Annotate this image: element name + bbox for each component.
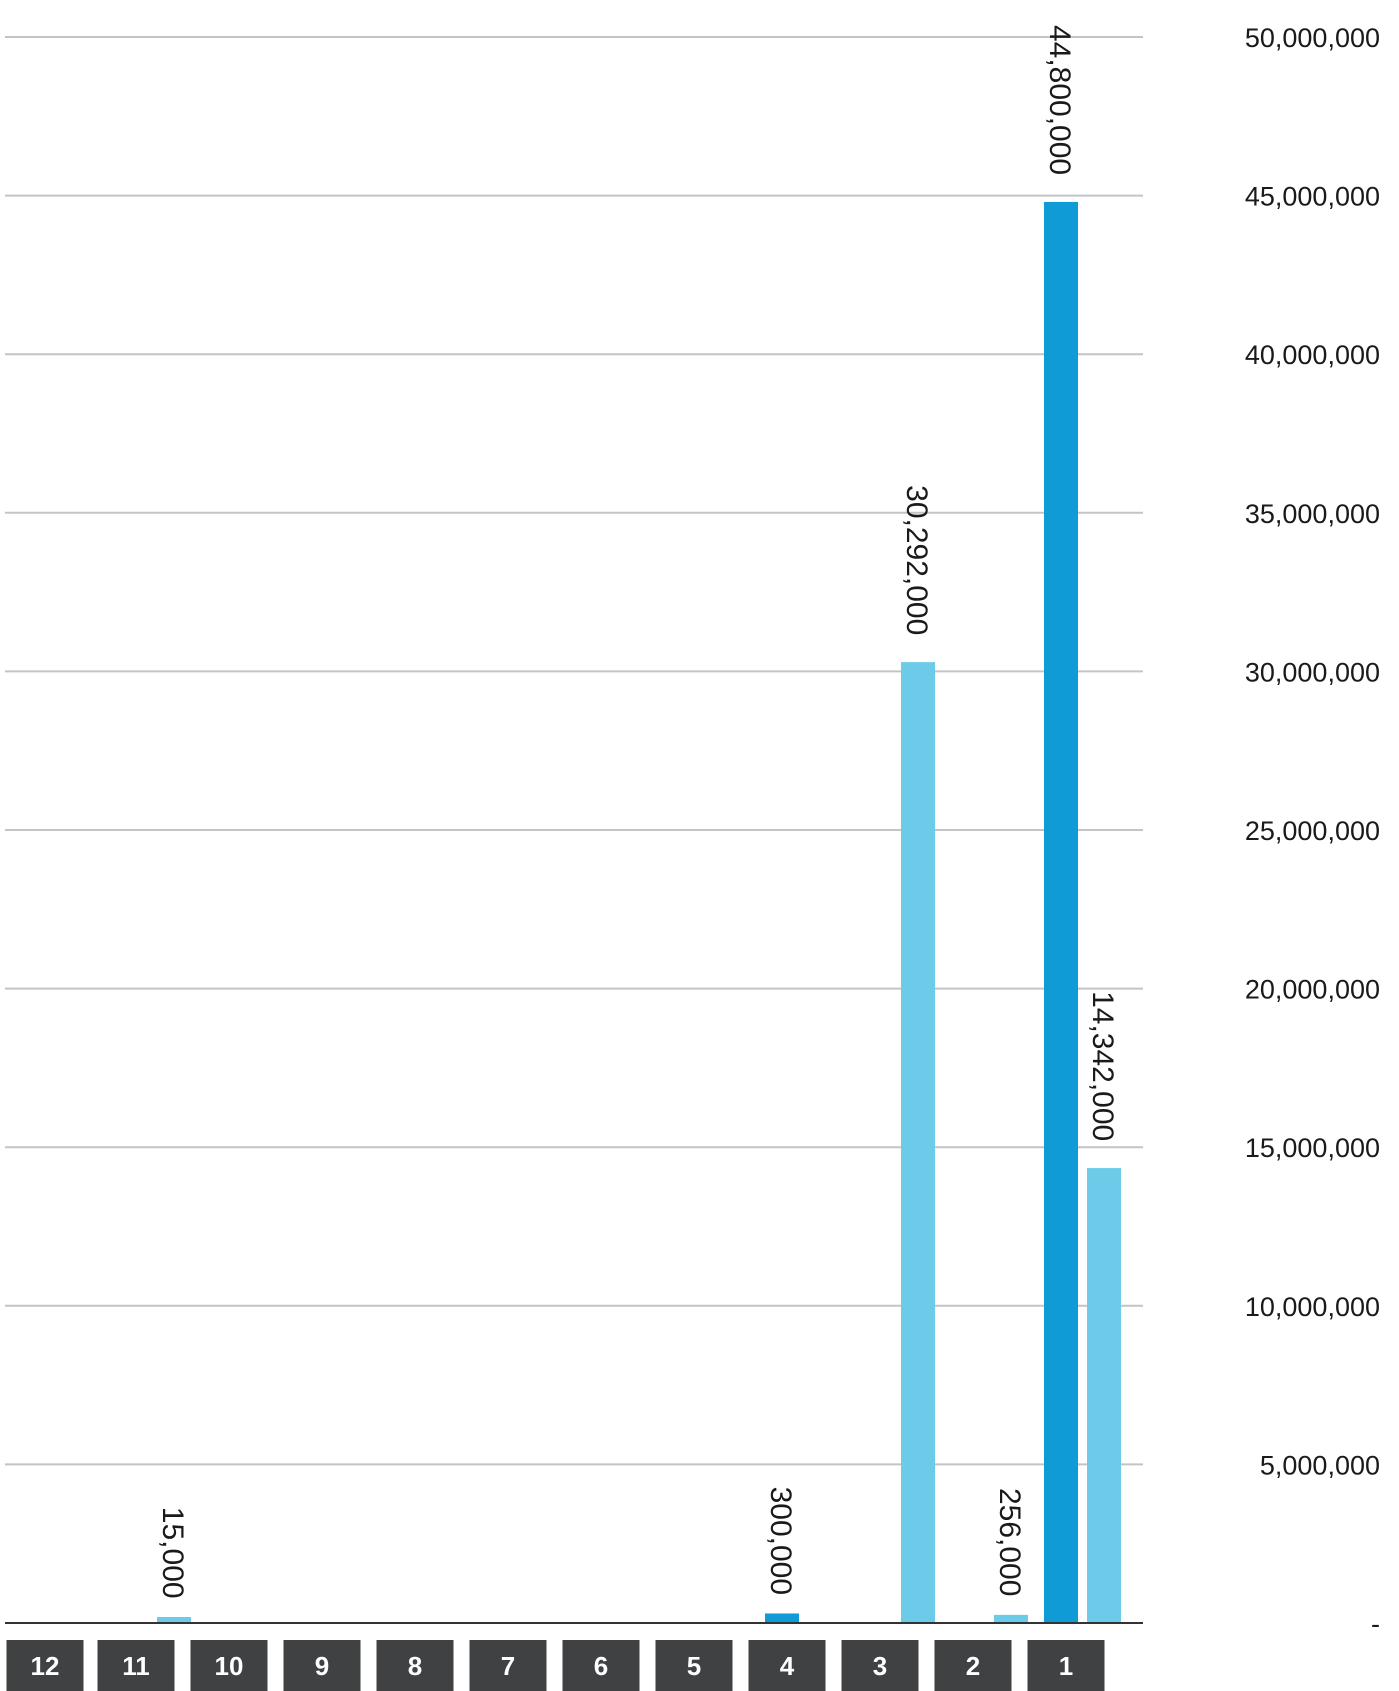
gridlines bbox=[5, 36, 1143, 1466]
category-label: 5 bbox=[687, 1651, 701, 1681]
data-label: 15,000 bbox=[156, 1507, 189, 1599]
category-label: 11 bbox=[122, 1651, 150, 1681]
category-box bbox=[97, 1640, 175, 1691]
category-label: 2 bbox=[966, 1651, 980, 1681]
data-label: 14,342,000 bbox=[1086, 991, 1119, 1141]
category-label: 10 bbox=[215, 1651, 244, 1681]
category-label: 1 bbox=[1059, 1651, 1073, 1681]
y-tick-label: 40,000,000 bbox=[1245, 340, 1380, 370]
category-label: 8 bbox=[408, 1651, 422, 1681]
x-axis-categories: 12 11 10 9 8 7 6 5 4 3 2 1 bbox=[6, 1640, 1105, 1691]
category-label: 6 bbox=[594, 1651, 608, 1681]
category-box bbox=[562, 1640, 640, 1691]
category-label: 12 bbox=[31, 1651, 60, 1681]
y-axis-ticks: - 5,000,000 10,000,000 15,000,000 20,000,000… bbox=[1245, 23, 1380, 1639]
y-tick-label: 30,000,000 bbox=[1245, 657, 1380, 687]
y-tick-label: 20,000,000 bbox=[1245, 975, 1380, 1005]
bar bbox=[994, 1614, 1028, 1623]
category-box bbox=[655, 1640, 733, 1691]
data-label: 30,292,000 bbox=[900, 485, 933, 635]
category-box bbox=[6, 1640, 84, 1691]
category-box bbox=[934, 1640, 1012, 1691]
category-label: 9 bbox=[315, 1651, 329, 1681]
bar bbox=[1044, 201, 1078, 1624]
y-tick-label: 50,000,000 bbox=[1245, 23, 1380, 53]
y-tick-label: 10,000,000 bbox=[1245, 1292, 1380, 1322]
bar bbox=[765, 1613, 799, 1623]
bar bbox=[1087, 1168, 1121, 1623]
bar bbox=[157, 1617, 191, 1623]
bars bbox=[157, 201, 1121, 1624]
y-tick-label: - bbox=[1371, 1609, 1380, 1639]
y-tick-label: 45,000,000 bbox=[1245, 182, 1380, 212]
y-tick-label: 15,000,000 bbox=[1245, 1133, 1380, 1163]
y-tick-label: 35,000,000 bbox=[1245, 499, 1380, 529]
category-box bbox=[190, 1640, 268, 1691]
data-labels: 15,000 300,000 30,292,000 256,000 44,800,000… bbox=[156, 25, 1119, 1599]
y-tick-label: 25,000,000 bbox=[1245, 816, 1380, 846]
category-box bbox=[841, 1640, 919, 1691]
category-box bbox=[283, 1640, 361, 1691]
category-box bbox=[469, 1640, 547, 1691]
data-label: 44,800,000 bbox=[1043, 25, 1076, 175]
data-label: 256,000 bbox=[993, 1488, 1026, 1596]
category-box bbox=[376, 1640, 454, 1691]
category-label: 4 bbox=[780, 1651, 795, 1681]
y-tick-label: 5,000,000 bbox=[1260, 1450, 1380, 1480]
data-label: 300,000 bbox=[764, 1487, 797, 1595]
bar bbox=[901, 662, 935, 1623]
category-label: 7 bbox=[501, 1651, 515, 1681]
category-box bbox=[748, 1640, 826, 1691]
category-box bbox=[1027, 1640, 1105, 1691]
category-label: 3 bbox=[873, 1651, 887, 1681]
